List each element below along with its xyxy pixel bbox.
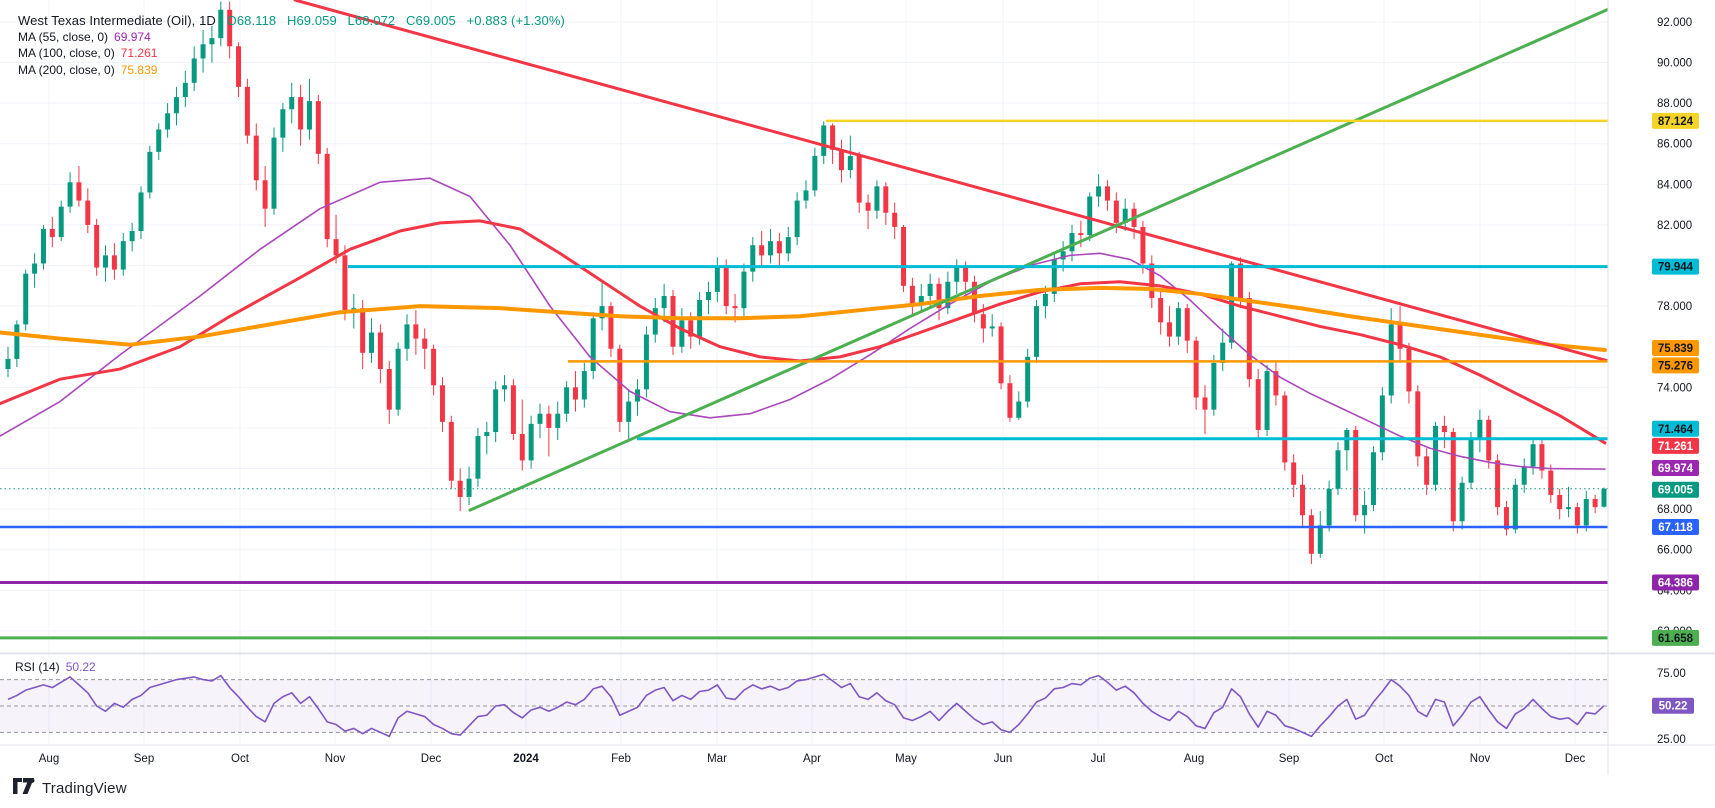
svg-text:66.000: 66.000 (1657, 545, 1692, 557)
svg-text:Aug: Aug (39, 753, 59, 765)
ma-line[interactable] (0, 285, 1607, 352)
svg-text:Oct: Oct (231, 753, 250, 765)
price-label-badge (1652, 481, 1699, 498)
price-label-badge (1652, 437, 1699, 454)
price-label-badge (1652, 519, 1699, 536)
svg-text:Nov: Nov (325, 753, 346, 765)
svg-text:90.000: 90.000 (1657, 58, 1692, 70)
trendline[interactable] (293, 0, 1608, 363)
svg-text:88.000: 88.000 (1657, 98, 1692, 110)
ma-line[interactable] (0, 219, 1607, 445)
price-label-badge (1652, 420, 1699, 437)
svg-text:Feb: Feb (611, 753, 631, 765)
svg-text:Sep: Sep (134, 753, 154, 765)
svg-text:78.000: 78.000 (1657, 301, 1692, 313)
svg-text:2024: 2024 (513, 753, 539, 765)
svg-text:79.944: 79.944 (1658, 262, 1694, 274)
rsi-label-badge (1652, 697, 1694, 714)
price-label-badge (1652, 258, 1699, 275)
price-label-badge (1652, 629, 1699, 646)
svg-text:Aug: Aug (1184, 753, 1204, 765)
svg-text:75.276: 75.276 (1658, 360, 1693, 372)
svg-text:87.124: 87.124 (1658, 116, 1694, 128)
svg-text:61.658: 61.658 (1658, 633, 1694, 645)
svg-text:86.000: 86.000 (1657, 139, 1692, 151)
attribution-footer: TradingView (13, 778, 127, 799)
rsi-line (7, 673, 1605, 738)
price-label-badge (1652, 574, 1699, 591)
svg-text:69.005: 69.005 (1658, 485, 1694, 497)
svg-text:May: May (895, 753, 917, 765)
svg-text:64.386: 64.386 (1658, 577, 1693, 589)
svg-text:Oct: Oct (1375, 753, 1394, 765)
rsi-pane[interactable] (0, 673, 1608, 738)
svg-text:75.00: 75.00 (1657, 668, 1686, 680)
svg-text:25.00: 25.00 (1657, 734, 1686, 746)
price-label-badge (1652, 357, 1699, 374)
svg-text:Sep: Sep (1279, 753, 1299, 765)
svg-text:Apr: Apr (803, 753, 821, 765)
svg-text:82.000: 82.000 (1657, 220, 1692, 232)
svg-text:Jul: Jul (1091, 753, 1106, 765)
price-label-badge (1652, 112, 1699, 129)
svg-text:50.22: 50.22 (1659, 701, 1688, 713)
trendline[interactable] (468, 7, 1608, 512)
brand-name: TradingView (42, 780, 127, 797)
svg-text:67.118: 67.118 (1658, 522, 1693, 534)
svg-text:Dec: Dec (421, 753, 442, 765)
svg-text:84.000: 84.000 (1657, 179, 1692, 191)
svg-text:Dec: Dec (1565, 753, 1586, 765)
price-axis[interactable]: 92.000 90.000 88.000 86.000 84.000 82.000 78.0… (1652, 17, 1699, 746)
price-label-badge (1652, 460, 1699, 477)
price-label-badge (1652, 339, 1699, 356)
price-pane[interactable] (0, 0, 1608, 640)
time-axis[interactable]: Aug Sep Oct Nov Dec 2024 Feb Mar Apr May Jun Jul Aug… (39, 753, 1586, 765)
tradingview-logo-icon (13, 778, 35, 799)
ma-line[interactable] (0, 177, 1606, 470)
svg-text:71.261: 71.261 (1658, 441, 1694, 453)
svg-text:71.464: 71.464 (1658, 424, 1694, 436)
svg-text:92.000: 92.000 (1657, 17, 1692, 29)
svg-text:Jun: Jun (994, 753, 1013, 765)
svg-text:75.839: 75.839 (1658, 343, 1693, 355)
svg-text:Mar: Mar (707, 753, 727, 765)
svg-text:69.974: 69.974 (1658, 463, 1694, 475)
svg-text:68.000: 68.000 (1657, 504, 1692, 516)
svg-text:Nov: Nov (1470, 753, 1491, 765)
gridlines (0, 0, 1608, 745)
svg-text:74.000: 74.000 (1657, 382, 1692, 394)
